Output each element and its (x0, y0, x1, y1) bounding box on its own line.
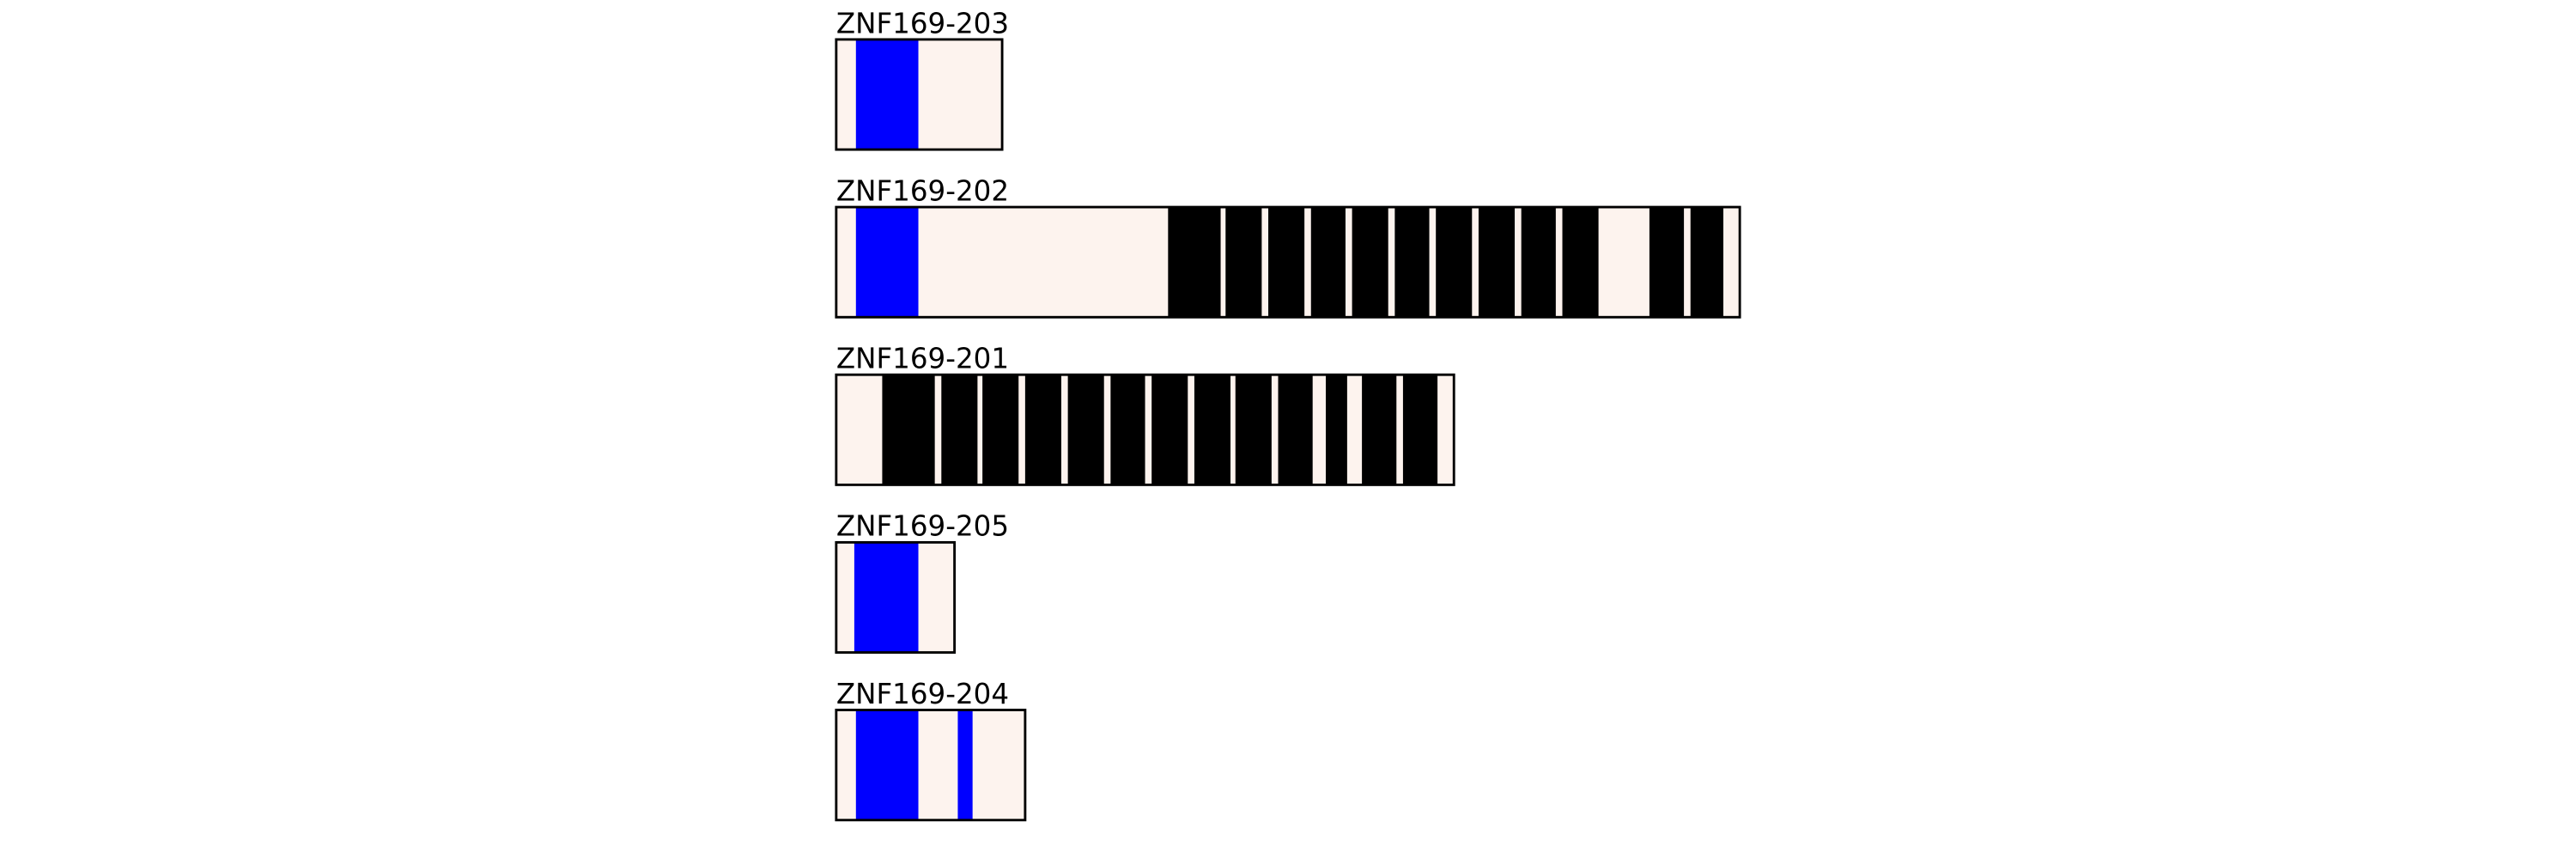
domain (1690, 207, 1724, 318)
domain (855, 710, 919, 820)
transcript-label: ZNF169-202 (836, 174, 1009, 207)
domain (1268, 207, 1305, 318)
domain (1235, 375, 1272, 485)
domain (1394, 207, 1430, 318)
domain (1168, 207, 1221, 318)
domain (957, 710, 973, 820)
domain (1151, 375, 1188, 485)
transcript-label: ZNF169-205 (836, 510, 1009, 543)
domain (1326, 375, 1347, 485)
transcript-outline (835, 38, 1004, 151)
domain (1194, 375, 1231, 485)
domain (1278, 375, 1313, 485)
domain (1521, 207, 1556, 318)
domain (982, 375, 1019, 485)
domain (882, 375, 935, 485)
domain (1402, 375, 1438, 485)
transcript-label: ZNF169-201 (836, 343, 1009, 375)
transcript-label: ZNF169-203 (836, 7, 1009, 40)
transcript-label: ZNF169-204 (836, 678, 1009, 710)
transcript-outline (835, 205, 1741, 319)
domain (855, 39, 919, 150)
transcript-outline (835, 540, 957, 654)
domain (1225, 207, 1262, 318)
transcript-outline (835, 709, 1027, 822)
domain (1649, 207, 1685, 318)
domain (1067, 375, 1104, 485)
domain (854, 542, 919, 653)
domain (855, 207, 919, 318)
domain (1562, 207, 1599, 318)
transcript-outline (835, 373, 1455, 486)
domain (1310, 207, 1346, 318)
domain (1024, 375, 1061, 485)
domain (1110, 375, 1145, 485)
domain (941, 375, 978, 485)
domain (1362, 375, 1397, 485)
domain (1436, 207, 1473, 318)
domain (1352, 207, 1388, 318)
domain (1478, 207, 1516, 318)
